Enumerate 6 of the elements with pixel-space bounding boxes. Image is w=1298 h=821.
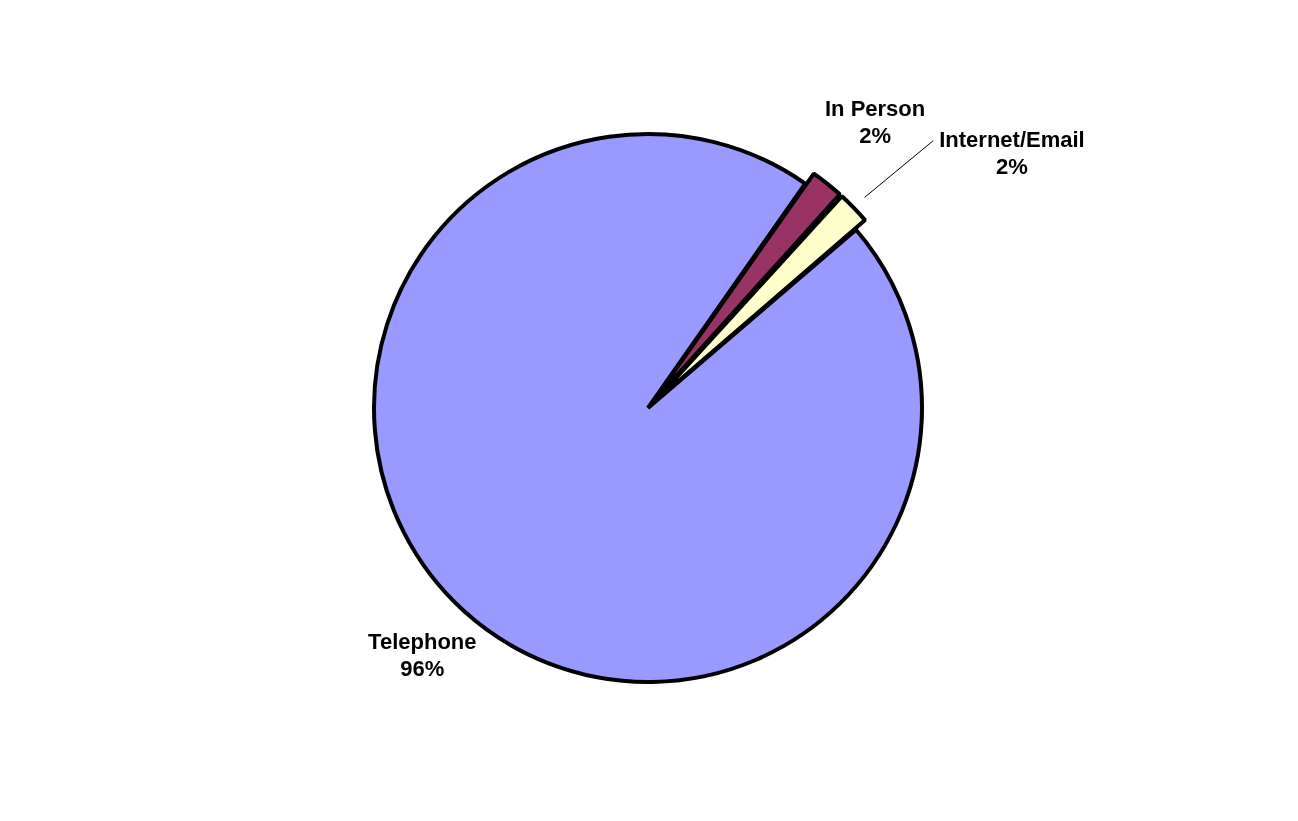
- data-label: 2%: [996, 153, 1028, 179]
- data-label: 96%: [400, 656, 445, 682]
- slice-label: Telephone: [368, 629, 477, 655]
- slice-label: In Person: [824, 96, 926, 122]
- data-label: 2%: [859, 123, 891, 149]
- slice-label: Internet/Email: [939, 126, 1085, 152]
